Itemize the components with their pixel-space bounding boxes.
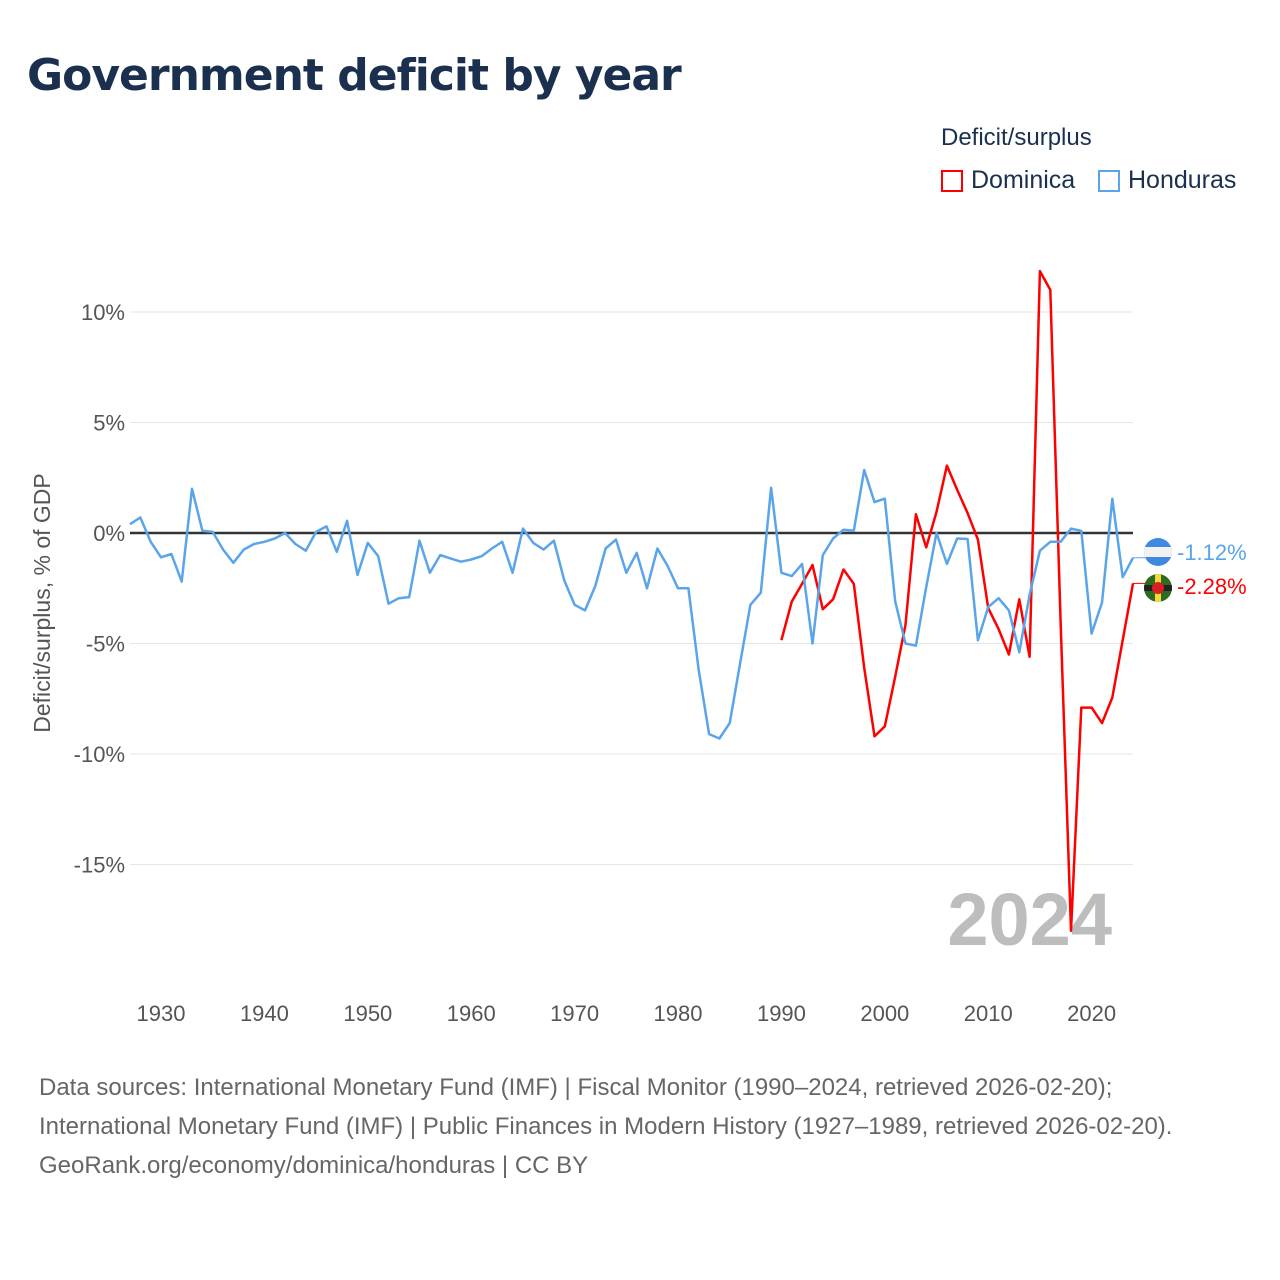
x-tick-label: 1940 [240, 1001, 289, 1026]
x-tick-label: 2020 [1067, 1001, 1116, 1026]
legend-swatch-honduras [1098, 169, 1120, 192]
legend-title: Deficit/surplus [941, 124, 1092, 151]
x-tick-label: 1980 [654, 1001, 703, 1026]
y-axis-label: Deficit/surplus, % of GDP [29, 473, 55, 732]
sources-attribution-link[interactable]: GeoRank.org/economy/dominica/honduras | … [39, 1152, 589, 1179]
y-tick-label: 5% [93, 411, 125, 436]
x-tick-label: 1950 [343, 1001, 392, 1026]
legend-swatch-dominica [941, 169, 963, 192]
y-tick-label: -5% [86, 632, 125, 657]
honduras-end-label: -1.12% [1177, 540, 1247, 565]
sources-line-1: Data sources: International Monetary Fun… [39, 1074, 1113, 1101]
data-sources: Data sources: International Monetary Fun… [39, 1068, 1239, 1185]
x-tick-label: 1930 [137, 1001, 186, 1026]
legend-item-honduras[interactable]: Honduras [1098, 166, 1236, 195]
dominica-flag-icon [1144, 574, 1172, 602]
x-tick-label: 2000 [860, 1001, 909, 1026]
y-tick-label: -15% [74, 853, 125, 878]
x-tick-label: 2010 [964, 1001, 1013, 1026]
dominica-end-label: -2.28% [1177, 574, 1247, 599]
y-tick-label: 0% [93, 521, 125, 546]
y-tick-label: -10% [74, 742, 125, 767]
x-tick-label: 1990 [757, 1001, 806, 1026]
honduras-flag-icon [1144, 538, 1172, 566]
legend-item-dominica[interactable]: Dominica [941, 166, 1075, 195]
sources-line-2: International Monetary Fund (IMF) | Publ… [39, 1113, 1173, 1140]
y-tick-label: 10% [81, 300, 125, 325]
x-tick-label: 1960 [447, 1001, 496, 1026]
legend-label-honduras: Honduras [1128, 166, 1237, 194]
legend-label-dominica: Dominica [971, 166, 1076, 194]
current-year-watermark: 2024 [947, 878, 1112, 961]
page-title: Government deficit by year [27, 50, 682, 101]
series-line-honduras[interactable] [129, 468, 1135, 740]
series-line-dominica[interactable] [780, 269, 1135, 933]
x-tick-label: 1970 [550, 1001, 599, 1026]
